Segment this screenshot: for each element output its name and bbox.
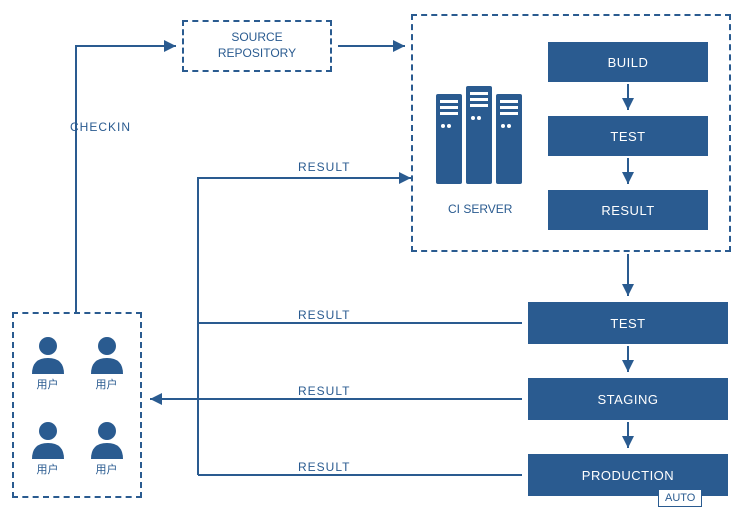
result-label-3: RESULT (298, 384, 350, 398)
result-label-1: RESULT (298, 160, 350, 174)
ci-server-label: CI SERVER (448, 202, 512, 216)
build-box: BUILD (548, 42, 708, 82)
result-text-3: RESULT (298, 384, 350, 398)
test-ci-box: TEST (548, 116, 708, 156)
user-2: 用户 (81, 334, 132, 392)
result-text-2: RESULT (298, 308, 350, 322)
diagram-stage: SOURCE REPOSITORY BUILD TEST RESULT TEST… (0, 0, 750, 529)
result-text-1: RESULT (298, 160, 350, 174)
user-3: 用户 (22, 419, 73, 477)
user-2-label: 用户 (96, 376, 118, 392)
test-env-box: TEST (528, 302, 728, 344)
staging-label: STAGING (597, 392, 658, 407)
user-icon (30, 334, 66, 374)
result-ci-box: RESULT (548, 190, 708, 230)
user-icon (89, 419, 125, 459)
ci-server-text: CI SERVER (448, 202, 512, 216)
production-label: PRODUCTION (582, 468, 674, 483)
result-ci-label: RESULT (601, 203, 654, 218)
user-1-label: 用户 (37, 376, 59, 392)
user-4-label: 用户 (96, 461, 118, 477)
source-repository-box: SOURCE REPOSITORY (182, 20, 332, 72)
auto-tag: AUTO (658, 489, 702, 507)
user-icon (30, 419, 66, 459)
result-label-2: RESULT (298, 308, 350, 322)
source-repo-label: SOURCE REPOSITORY (218, 30, 296, 61)
build-label: BUILD (608, 55, 649, 70)
server-cluster-icon (430, 76, 530, 188)
checkin-label: CHECKIN (70, 120, 131, 134)
staging-box: STAGING (528, 378, 728, 420)
result-text-4: RESULT (298, 460, 350, 474)
checkin-text: CHECKIN (70, 120, 131, 134)
result-label-4: RESULT (298, 460, 350, 474)
user-1: 用户 (22, 334, 73, 392)
user-icon (89, 334, 125, 374)
auto-label: AUTO (665, 492, 695, 504)
test-ci-label: TEST (610, 129, 645, 144)
user-4: 用户 (81, 419, 132, 477)
user-3-label: 用户 (37, 461, 59, 477)
test-env-label: TEST (610, 316, 645, 331)
users-container: 用户 用户 用户 用户 (12, 312, 142, 498)
